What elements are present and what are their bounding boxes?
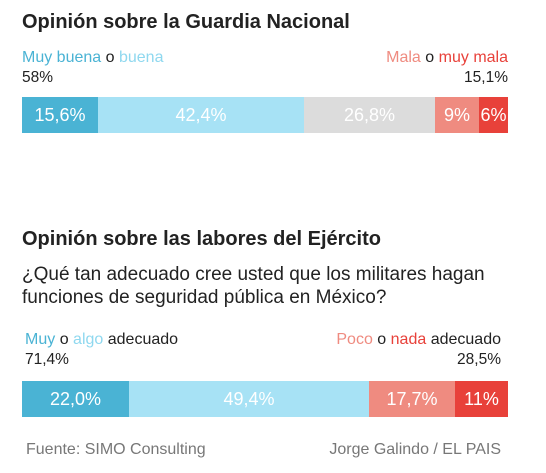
chart2-bar-segment-3: 17,7% xyxy=(369,381,455,417)
chart2-negative-connector: o xyxy=(377,331,387,348)
chart1-positive-label-b: buena xyxy=(118,49,164,66)
chart1-bar-segment-3: 26,8% xyxy=(304,97,435,133)
chart1-bar-segment-2: 42,4% xyxy=(98,97,304,133)
chart2-negative-suffix: adecuado xyxy=(430,331,501,348)
chart1-segment-label-3: 26,8% xyxy=(343,105,396,125)
chart1-segment-label-2: 42,4% xyxy=(175,105,227,125)
chart1-bar-segment-4: 9% xyxy=(435,97,479,133)
chart1-negative-legend: Mala o muy mala xyxy=(386,49,508,67)
chart1-positive-label-a: Muy buena xyxy=(22,49,102,66)
chart2-positive-label-a: Muy xyxy=(25,331,56,348)
chart2-bar-segment-1: 22,0% xyxy=(22,381,129,417)
chart1-negative-connector: o xyxy=(425,49,435,66)
chart1-positive-connector: o xyxy=(105,49,115,66)
chart2-positive-total: 71,4% xyxy=(25,351,69,368)
chart2-segment-label-3: 17,7% xyxy=(386,389,438,409)
chart2-negative-legend: Poco o nada adecuado xyxy=(336,331,501,349)
chart2-positive-suffix: adecuado xyxy=(107,331,179,348)
chart2-subtitle: ¿Qué tan adecuado cree usted que los mil… xyxy=(22,264,485,308)
chart1-stacked-bar: 15,6% 42,4% 26,8% 9% 6% xyxy=(22,97,508,133)
chart1-bar-segment-1: 15,6% xyxy=(22,97,98,133)
chart1-negative-label-b: muy mala xyxy=(438,49,508,66)
chart2-title: Opinión sobre las labores del Ejército xyxy=(22,228,381,250)
chart1-title: Opinión sobre la Guardia Nacional xyxy=(22,11,350,33)
source-note: Fuente: SIMO Consulting xyxy=(26,441,206,458)
credit-note: Jorge Galindo / EL PAIS xyxy=(329,441,501,458)
chart1-segment-label-1: 15,6% xyxy=(34,105,86,125)
chart1-negative-label-a: Mala xyxy=(386,49,421,66)
chart2-bar-segment-2: 49,4% xyxy=(129,381,369,417)
chart2-segment-label-4: 11% xyxy=(464,389,499,409)
chart1-negative-total: 15,1% xyxy=(464,69,508,86)
chart1-bar-segment-5: 6% xyxy=(479,97,508,133)
chart2-positive-label-b: algo xyxy=(73,331,104,348)
chart2-stacked-bar: 22,0% 49,4% 17,7% 11% xyxy=(22,381,508,417)
chart2-positive-connector: o xyxy=(59,331,69,348)
chart2-positive-legend: Muy o algo adecuado xyxy=(25,331,178,349)
chart2-bar-segment-4: 11% xyxy=(455,381,508,417)
chart2-negative-label-a: Poco xyxy=(336,331,373,348)
chart1-positive-total: 58% xyxy=(22,69,54,86)
chart2-segment-label-1: 22,0% xyxy=(49,389,102,409)
chart1-segment-label-5: 6% xyxy=(480,105,507,125)
chart1-positive-legend: Muy buena o buena xyxy=(22,49,163,67)
chart2-negative-label-b: nada xyxy=(390,331,427,348)
chart2-segment-label-2: 49,4% xyxy=(223,389,275,409)
chart1-segment-label-4: 9% xyxy=(443,105,470,125)
chart2-negative-total: 28,5% xyxy=(457,351,501,368)
